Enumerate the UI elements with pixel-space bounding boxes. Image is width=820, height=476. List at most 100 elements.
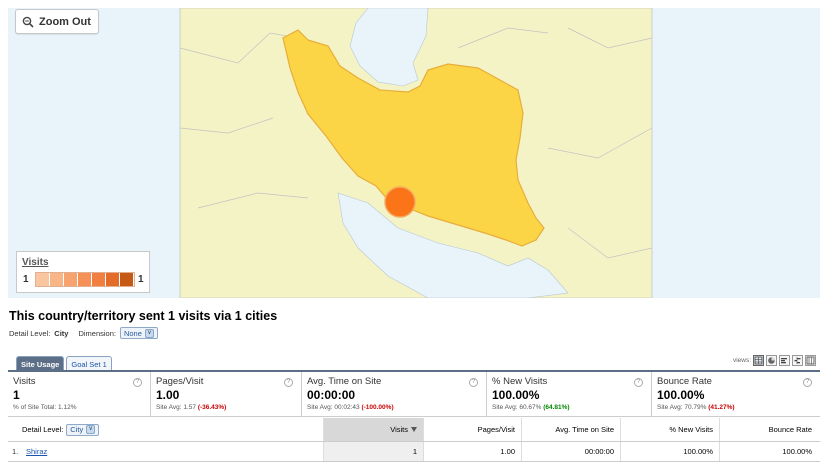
summary-delta: (41.27%) (708, 404, 735, 411)
country-borders (179, 27, 653, 259)
summary-sub-prefix: Site Avg: 00:02:43 (307, 404, 362, 411)
performance-view-icon[interactable] (779, 355, 790, 366)
summary-sub: Site Avg: 60.67% (64.81%) (492, 404, 651, 411)
legend-title: Visits (22, 257, 49, 268)
summary-sub: % of Site Total: 1.12% (13, 404, 150, 411)
summary-value: 100.00% (492, 388, 540, 402)
header-visits[interactable]: Visits (324, 418, 424, 441)
tab-site-usage[interactable]: Site Usage (16, 356, 65, 370)
header-label: Pages/Visit (477, 425, 515, 434)
legend-ramp-step (106, 273, 120, 286)
summary-bounce-rate: Bounce Rate 100.00% Site Avg: 70.79% (41… (652, 372, 820, 416)
dimension-select-value: None (123, 328, 142, 338)
summary-sub-prefix: Site Avg: 70.79% (657, 404, 709, 411)
cell-visits: 1 (324, 442, 424, 461)
tab-underline (8, 370, 820, 372)
summary-label: Pages/Visit (156, 376, 204, 387)
legend-ramp-step (36, 273, 50, 286)
summary-avg-time: Avg. Time on Site 00:00:00 Site Avg: 00:… (302, 372, 487, 416)
dimension-select[interactable]: None ∨ (119, 327, 158, 339)
help-icon[interactable]: ? (634, 378, 643, 387)
header-label: Bounce Rate (768, 425, 812, 434)
map-canvas[interactable] (8, 8, 820, 298)
map-legend: Visits 1 1 (16, 251, 150, 293)
help-icon[interactable]: ? (469, 378, 478, 387)
row-dimension: 1. Shiraz (8, 442, 324, 461)
page-title: This country/territory sent 1 visits via… (9, 309, 278, 323)
summary-delta: (64.81%) (543, 404, 570, 411)
shiraz-bubble[interactable] (384, 186, 416, 218)
summary-metrics: Visits 1 % of Site Total: 1.12% ? Pages/… (8, 372, 820, 417)
cell-new-visits: 100.00% (621, 442, 720, 461)
views-label: views: (732, 357, 751, 364)
legend-max: 1 (138, 274, 144, 285)
summary-label: % New Visits (492, 376, 548, 387)
legend-min: 1 (23, 274, 29, 285)
summary-sub-prefix: % of Site Total: (13, 404, 59, 411)
legend-ramp (35, 272, 135, 287)
city-table: Detail Level: City ∨ Visits Pages/Visit … (8, 418, 820, 462)
detail-level-row: Detail Level: City Dimension: None ∨ (9, 327, 158, 339)
table-view-icon[interactable] (753, 355, 764, 366)
header-avg-time[interactable]: Avg. Time on Site (522, 418, 621, 441)
zoom-out-button[interactable]: Zoom Out (15, 9, 99, 34)
help-icon[interactable]: ? (284, 378, 293, 387)
zoom-out-label: Zoom Out (39, 15, 91, 28)
tab-goal-set-1[interactable]: Goal Set 1 (66, 356, 112, 370)
header-label: Visits (390, 425, 408, 434)
header-new-visits[interactable]: % New Visits (621, 418, 720, 441)
summary-delta: (-100.00%) (361, 404, 394, 411)
summary-sub: Site Avg: 00:02:43 (-100.00%) (307, 404, 486, 411)
city-link-shiraz[interactable]: Shiraz (26, 447, 48, 456)
summary-label: Bounce Rate (657, 376, 712, 387)
detail-level-value: City (54, 328, 69, 338)
iran-region[interactable] (282, 29, 545, 247)
summary-sub-prefix: Site Avg: 1.57 (156, 404, 198, 411)
summary-delta: (-36.43%) (197, 404, 227, 411)
header-bounce-rate[interactable]: Bounce Rate (720, 418, 820, 441)
table-detail-select[interactable]: City ∨ (66, 423, 100, 436)
persian-gulf (337, 192, 569, 298)
summary-label: Avg. Time on Site (307, 376, 382, 387)
chevron-down-icon: ∨ (86, 425, 96, 434)
summary-value: 1.00 (156, 388, 180, 402)
table-detail-value: City (70, 425, 84, 434)
legend-ramp-step (92, 273, 106, 286)
table-header: Detail Level: City ∨ Visits Pages/Visit … (8, 418, 820, 442)
report-tabs: Site Usage Goal Set 1 (16, 356, 112, 370)
comparison-view-icon[interactable] (792, 355, 803, 366)
summary-sub: Site Avg: 1.57 (-36.43%) (156, 404, 301, 411)
legend-ramp-step (78, 273, 92, 286)
summary-label: Visits (13, 376, 36, 387)
summary-sub-value: 1.12% (58, 404, 77, 411)
header-dimension: Detail Level: City ∨ (8, 418, 324, 441)
summary-sub-prefix: Site Avg: 60.67% (492, 404, 544, 411)
sort-desc-icon (411, 427, 417, 432)
pie-view-icon[interactable] (766, 355, 777, 366)
magnifier-icon (22, 16, 34, 28)
header-label: Avg. Time on Site (555, 425, 614, 434)
header-pages-visit[interactable]: Pages/Visit (424, 418, 522, 441)
cell-pages-visit: 1.00 (424, 442, 522, 461)
summary-value: 00:00:00 (307, 388, 356, 402)
pivot-view-icon[interactable] (805, 355, 816, 366)
help-icon[interactable]: ? (803, 378, 812, 387)
view-switcher: views: (733, 355, 816, 366)
summary-value: 100.00% (657, 388, 705, 402)
legend-ramp-step (50, 273, 64, 286)
summary-visits: Visits 1 % of Site Total: 1.12% ? (8, 372, 151, 416)
summary-value: 1 (13, 388, 20, 402)
map-view[interactable] (8, 8, 820, 298)
table-row: 1. Shiraz 1 1.00 00:00:00 100.00% 100.00… (8, 442, 820, 462)
legend-ramp-step (64, 273, 78, 286)
caspian-sea (349, 8, 429, 87)
row-index: 1. (12, 447, 19, 456)
cell-bounce-rate: 100.00% (782, 447, 812, 456)
help-icon[interactable]: ? (133, 378, 142, 387)
dimension-label: Dimension: (78, 328, 116, 338)
summary-pages-visit: Pages/Visit 1.00 Site Avg: 1.57 (-36.43%… (151, 372, 302, 416)
header-label: % New Visits (669, 425, 713, 434)
table-detail-label: Detail Level: (22, 425, 64, 434)
detail-level-label: Detail Level: (9, 328, 51, 338)
cell-avg-time: 00:00:00 (522, 442, 621, 461)
